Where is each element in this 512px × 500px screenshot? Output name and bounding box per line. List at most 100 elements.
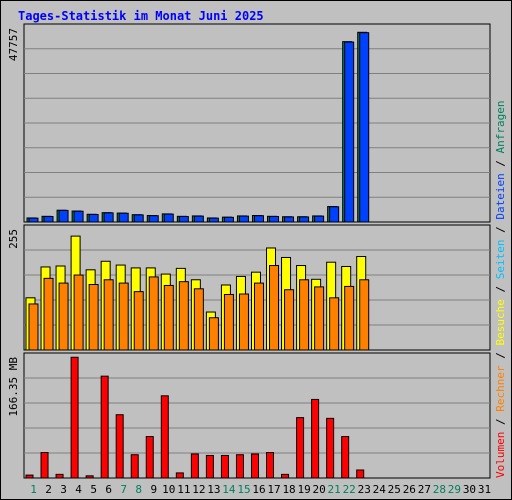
x-tick-label: 22 xyxy=(343,483,356,496)
bar-volumen-day-3 xyxy=(55,473,64,479)
y-axis-label-pages-visits: 255 xyxy=(7,229,20,249)
bar-dateien-day-2 xyxy=(43,216,54,223)
x-tick-label: 14 xyxy=(222,483,236,496)
legend-separator: / xyxy=(494,412,507,432)
y-axis-label-requests-files: 47757 xyxy=(7,28,20,61)
x-tick-label: 19 xyxy=(297,483,310,496)
bar-dateien-day-5 xyxy=(88,213,99,223)
bar-dateien-day-14 xyxy=(223,216,234,223)
legend-entry-rechner: Rechner xyxy=(494,365,507,412)
bar-dateien-day-6 xyxy=(103,212,114,223)
bar-rechner-day-21 xyxy=(329,297,340,351)
legend-separator: / xyxy=(494,279,507,299)
bar-dateien-day-15 xyxy=(238,215,249,223)
x-tick-label: 17 xyxy=(267,483,280,496)
x-tick-label: 21 xyxy=(328,483,341,496)
bar-rechner-day-5 xyxy=(88,284,99,351)
x-tick-label: 27 xyxy=(418,483,431,496)
bar-volumen-day-14 xyxy=(220,454,229,479)
legend-entry-besuche: Besuche xyxy=(494,299,507,345)
x-tick-label: 24 xyxy=(373,483,387,496)
bar-volumen-day-15 xyxy=(235,454,244,479)
x-tick-label: 12 xyxy=(192,483,205,496)
bar-volumen-day-22 xyxy=(341,436,350,479)
bar-volumen-day-5 xyxy=(85,475,94,479)
x-tick-label: 9 xyxy=(150,483,157,496)
x-tick-label: 31 xyxy=(478,483,491,496)
x-tick-label: 4 xyxy=(75,483,82,496)
legend-separator: / xyxy=(494,346,507,366)
chart-title: Tages-Statistik im Monat Juni 2025 xyxy=(18,9,264,23)
x-tick-label: 1 xyxy=(30,483,37,496)
bar-rechner-day-20 xyxy=(314,286,325,351)
x-tick-label: 5 xyxy=(90,483,97,496)
x-tick-label: 6 xyxy=(105,483,112,496)
x-tick-label: 26 xyxy=(403,483,416,496)
x-tick-label: 28 xyxy=(433,483,446,496)
bar-rechner-day-18 xyxy=(284,289,295,351)
bar-rechner-day-10 xyxy=(163,284,174,351)
bar-dateien-day-23 xyxy=(359,32,370,223)
bar-rechner-day-11 xyxy=(178,281,189,351)
bar-rechner-day-14 xyxy=(223,293,234,351)
x-tick-label: 8 xyxy=(135,483,142,496)
bar-volumen-day-10 xyxy=(160,395,169,479)
bar-dateien-day-19 xyxy=(299,216,310,223)
x-tick-label: 16 xyxy=(252,483,265,496)
bar-dateien-day-10 xyxy=(163,213,174,223)
x-tick-label: 25 xyxy=(388,483,401,496)
bar-dateien-day-3 xyxy=(58,209,69,223)
bar-dateien-day-22 xyxy=(344,41,355,223)
bar-rechner-day-8 xyxy=(133,291,144,351)
bar-volumen-day-8 xyxy=(130,454,139,479)
bar-volumen-day-4 xyxy=(70,356,79,479)
x-tick-label: 29 xyxy=(448,483,461,496)
bar-dateien-day-20 xyxy=(314,215,325,223)
x-tick-label: 2 xyxy=(45,483,52,496)
bar-volumen-day-21 xyxy=(326,417,335,479)
y-axis-label-volume: 166.35 MB xyxy=(7,357,20,417)
legend-separator: / xyxy=(494,153,507,173)
bar-volumen-day-18 xyxy=(281,473,290,479)
bar-volumen-day-7 xyxy=(115,414,124,479)
bar-volumen-day-23 xyxy=(356,469,365,479)
bar-volumen-day-1 xyxy=(25,474,34,479)
bar-volumen-day-19 xyxy=(296,417,305,479)
legend: Volumen / Rechner / Besuche / Seiten / D… xyxy=(494,100,507,478)
x-tick-label: 3 xyxy=(60,483,67,496)
bar-rechner-day-19 xyxy=(299,279,310,351)
bar-volumen-day-6 xyxy=(100,375,109,479)
x-tick-label: 30 xyxy=(463,483,476,496)
bar-rechner-day-6 xyxy=(103,279,114,351)
bar-rechner-day-22 xyxy=(344,285,355,351)
legend-entry-seiten: Seiten xyxy=(494,240,507,280)
bar-dateien-day-18 xyxy=(284,216,295,223)
legend-separator: / xyxy=(494,220,507,240)
bar-volumen-day-2 xyxy=(40,452,49,479)
bar-dateien-day-11 xyxy=(178,216,189,223)
x-tick-label: 13 xyxy=(207,483,220,496)
x-tick-label: 20 xyxy=(313,483,326,496)
bar-rechner-day-9 xyxy=(148,276,159,351)
bar-dateien-day-17 xyxy=(269,216,280,223)
x-tick-label: 7 xyxy=(120,483,127,496)
legend-entry-volumen: Volumen xyxy=(494,432,507,478)
bar-dateien-day-16 xyxy=(253,215,264,223)
bar-rechner-day-13 xyxy=(208,317,219,351)
bar-volumen-day-12 xyxy=(190,453,199,479)
bar-rechner-day-17 xyxy=(269,265,280,351)
bar-rechner-day-7 xyxy=(118,282,129,351)
bar-dateien-day-1 xyxy=(28,217,39,223)
bar-rechner-day-1 xyxy=(28,303,39,351)
bar-volumen-day-13 xyxy=(205,454,214,479)
bar-dateien-day-9 xyxy=(148,215,159,223)
bar-rechner-day-16 xyxy=(253,282,264,351)
bar-dateien-day-12 xyxy=(193,215,204,223)
bar-rechner-day-2 xyxy=(43,277,54,351)
bar-rechner-day-15 xyxy=(238,293,249,351)
bar-dateien-day-7 xyxy=(118,212,129,223)
legend-entry-dateien: Dateien xyxy=(494,173,507,219)
bar-volumen-day-9 xyxy=(145,436,154,479)
bar-rechner-day-23 xyxy=(359,279,370,351)
bar-dateien-day-8 xyxy=(133,214,144,223)
